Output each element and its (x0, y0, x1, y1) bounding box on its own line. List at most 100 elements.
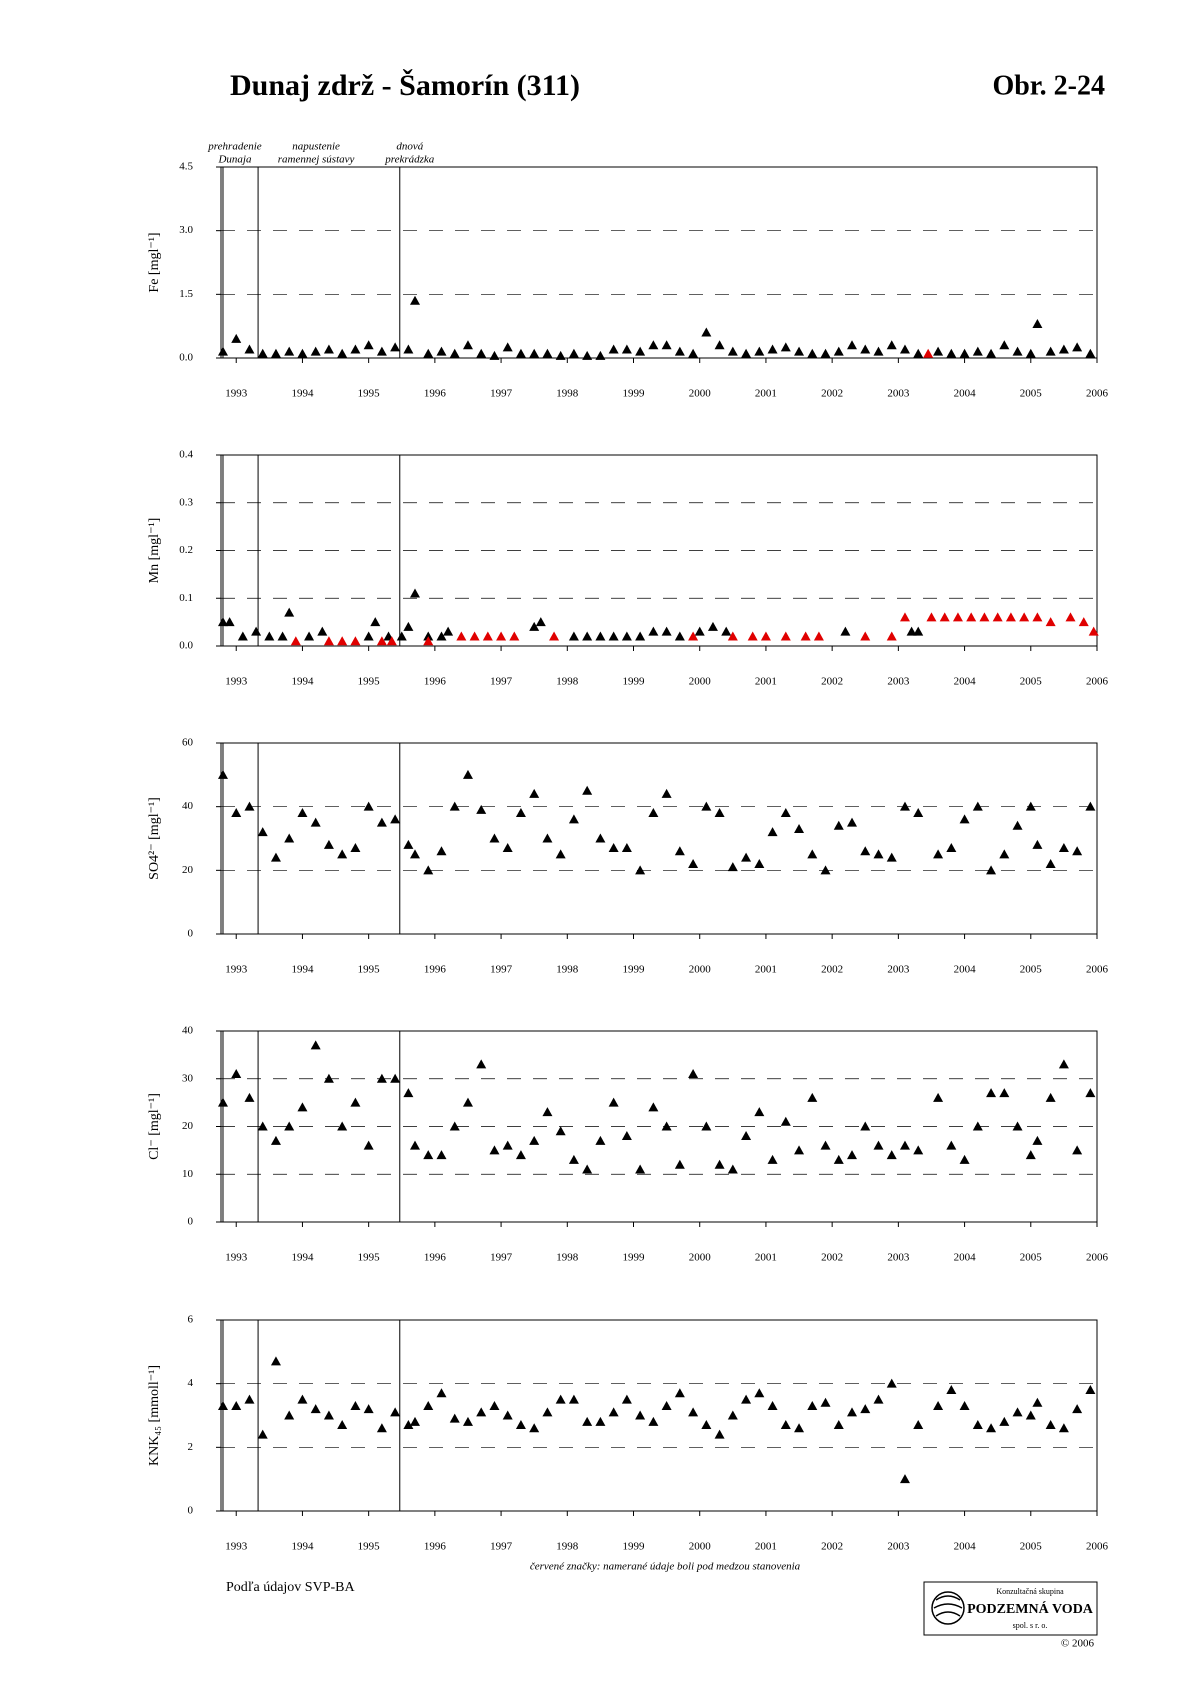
point (1045, 346, 1056, 356)
x-tick-label: 1996 (424, 676, 447, 688)
point (741, 1131, 752, 1141)
point (568, 814, 579, 824)
x-tick-label: 1996 (424, 1541, 447, 1553)
point (860, 344, 871, 354)
logo-name: PODZEMNÁ VODA (967, 1600, 1094, 1617)
point (1072, 1145, 1083, 1155)
x-tick-label: 1998 (556, 1541, 579, 1553)
point (390, 814, 401, 824)
x-tick-label: 2006 (1086, 676, 1109, 688)
point (899, 1140, 910, 1150)
point (350, 1097, 361, 1107)
source: Podľa údajov SVP-BA (226, 1580, 355, 1595)
x-tick-label: 2001 (755, 964, 777, 976)
y-tick-label: 6 (188, 1314, 194, 1326)
y-tick-label: 10 (182, 1168, 194, 1180)
point (1005, 612, 1016, 622)
point (595, 1416, 606, 1426)
point (529, 621, 540, 631)
point (608, 1407, 619, 1417)
point (608, 843, 619, 853)
x-tick-label: 1999 (623, 676, 646, 688)
point (886, 340, 897, 350)
x-tick-label: 2002 (821, 388, 843, 400)
point (410, 588, 421, 598)
y-axis-label: Mn [mgl⁻¹] (147, 518, 162, 584)
x-tick-label: 2005 (1020, 388, 1043, 400)
plot-frame (220, 166, 1098, 359)
point (376, 636, 387, 646)
point (707, 621, 718, 631)
point (582, 1416, 593, 1426)
point (476, 348, 487, 358)
point (582, 1164, 593, 1174)
point (721, 626, 732, 636)
point (224, 617, 235, 627)
x-tick-label: 2006 (1086, 1541, 1109, 1553)
point (621, 631, 632, 641)
point (542, 833, 553, 843)
y-tick-label: 40 (182, 1025, 194, 1037)
point (1025, 1410, 1036, 1420)
x-tick-label: 2002 (821, 1252, 843, 1264)
point (621, 1131, 632, 1141)
point (270, 1356, 281, 1366)
point (1088, 626, 1099, 636)
logo: Konzultačná skupina PODZEMNÁ VODA spol. … (923, 1581, 1098, 1650)
point (688, 858, 699, 868)
point (873, 1394, 884, 1404)
point (582, 350, 593, 360)
y-axis-label: Cl⁻ [mgl⁻¹] (147, 1093, 162, 1160)
point (959, 1154, 970, 1164)
x-tick-label: 2006 (1086, 1252, 1109, 1264)
point (363, 340, 374, 350)
point (635, 631, 646, 641)
point (701, 801, 712, 811)
logo-frame (923, 1581, 1098, 1636)
x-tick-label: 1997 (490, 1541, 513, 1553)
point (754, 858, 765, 868)
y-tick-label: 0 (188, 1216, 194, 1228)
point (502, 1140, 513, 1150)
point (946, 1140, 957, 1150)
y-tick-label: 3.0 (179, 224, 193, 236)
point (337, 636, 348, 646)
point (568, 1154, 579, 1164)
point (1032, 1135, 1043, 1145)
point (939, 612, 950, 622)
point (270, 852, 281, 862)
event-label: Dunaja (217, 154, 252, 166)
point (363, 1404, 374, 1414)
x-tick-label: 2004 (954, 1541, 977, 1553)
point (595, 1135, 606, 1145)
point (674, 631, 685, 641)
point (946, 843, 957, 853)
y-axis-label: SO4²⁻ [mgl⁻¹] (147, 797, 162, 880)
x-tick-label: 2003 (887, 388, 910, 400)
point (1032, 319, 1043, 329)
point (1085, 348, 1096, 358)
point (1085, 1385, 1096, 1395)
point (813, 631, 824, 641)
point (1065, 612, 1076, 622)
point (840, 626, 851, 636)
point (337, 849, 348, 859)
point (1045, 858, 1056, 868)
point (217, 617, 228, 627)
point (674, 1159, 685, 1169)
panel: 0.0 0.1 0.2 0.3 0.4 1993 1994 1995 1996 1997 1998 1… (147, 449, 1108, 688)
point (264, 631, 275, 641)
point (1012, 346, 1023, 356)
x-tick-label: 2003 (887, 1252, 910, 1264)
point (423, 1150, 434, 1160)
point (489, 350, 500, 360)
x-tick-label: 1993 (225, 388, 248, 400)
point (403, 839, 414, 849)
point (376, 346, 387, 356)
point (323, 1410, 334, 1420)
point (410, 295, 421, 305)
point (933, 1092, 944, 1102)
point (754, 1107, 765, 1117)
point (462, 1097, 473, 1107)
x-tick-label: 1995 (358, 676, 381, 688)
